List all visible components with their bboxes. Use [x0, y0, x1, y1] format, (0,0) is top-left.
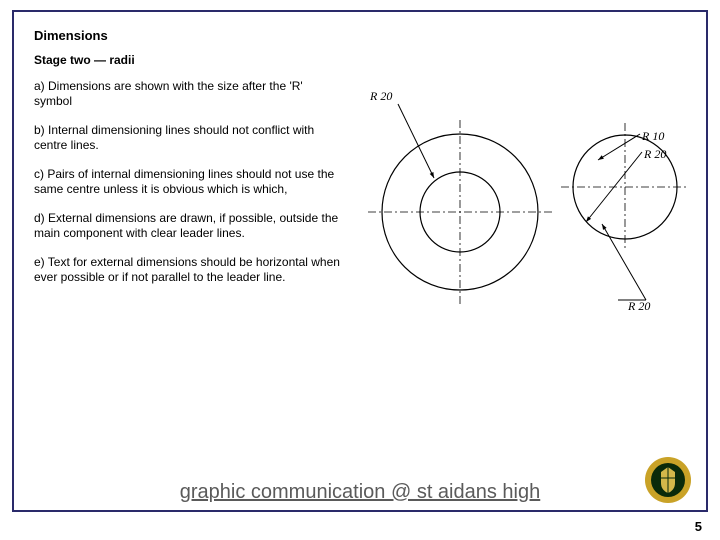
page-title: Dimensions	[34, 28, 686, 43]
list-item: b) Internal dimensioning lines should no…	[34, 123, 344, 153]
footer-text: graphic communication @ st aidans high	[180, 481, 541, 503]
svg-text:R 20: R 20	[643, 147, 666, 161]
list-item: d) External dimensions are drawn, if pos…	[34, 211, 344, 241]
svg-text:R 20: R 20	[369, 89, 392, 103]
page-number: 5	[695, 519, 702, 534]
svg-text:R 20: R 20	[627, 299, 650, 313]
body-text: a) Dimensions are shown with the size af…	[34, 79, 344, 285]
footer: graphic communication @ st aidans high	[0, 481, 720, 504]
list-item: c) Pairs of internal dimensioning lines …	[34, 167, 344, 197]
list-item: e) Text for external dimensions should b…	[34, 255, 344, 285]
svg-text:R 10: R 10	[641, 129, 664, 143]
radii-diagram: R 20 R 10 R 20 R 20	[350, 82, 690, 332]
page-subtitle: Stage two — radii	[34, 53, 686, 67]
list-item: a) Dimensions are shown with the size af…	[34, 79, 344, 109]
